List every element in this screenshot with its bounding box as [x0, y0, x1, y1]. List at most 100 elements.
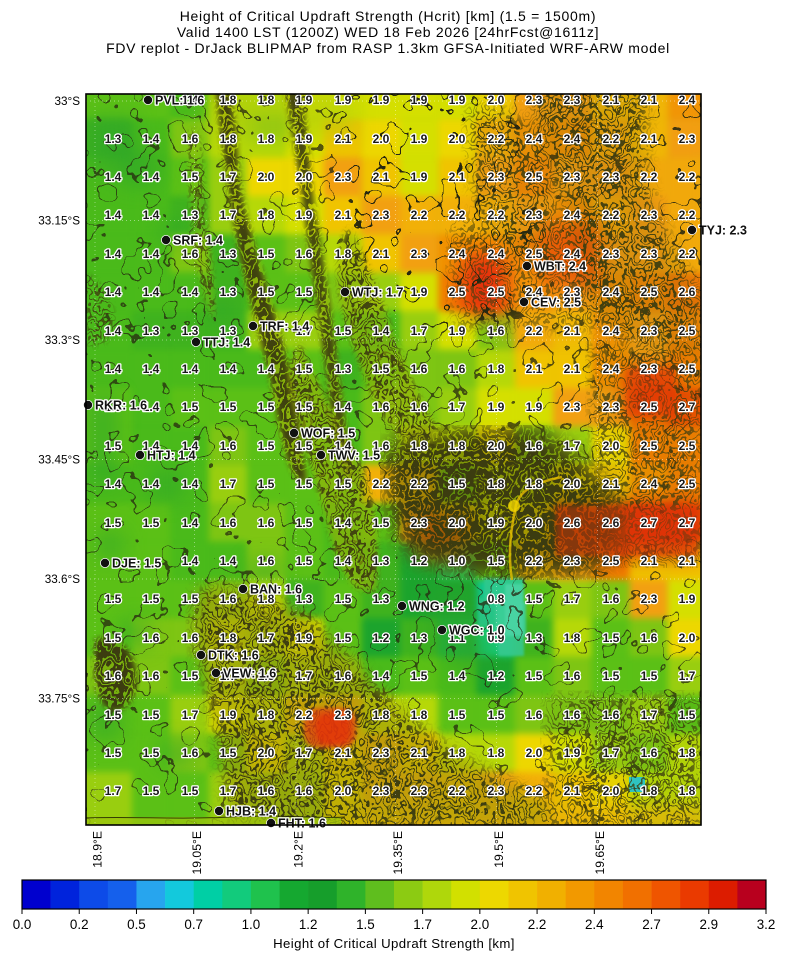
svg-text:1.4: 1.4 — [143, 362, 160, 376]
svg-text:1.5: 1.5 — [526, 592, 543, 606]
svg-text:2.0: 2.0 — [258, 746, 275, 760]
svg-text:1.8: 1.8 — [220, 631, 237, 645]
svg-text:1.3: 1.3 — [335, 362, 352, 376]
svg-text:1.5: 1.5 — [526, 669, 543, 683]
svg-text:2.0: 2.0 — [258, 170, 275, 184]
svg-text:1.7: 1.7 — [296, 669, 313, 683]
svg-text:1.3: 1.3 — [182, 208, 199, 222]
svg-text:1.7: 1.7 — [641, 708, 658, 722]
svg-text:TWV: 1.5: TWV: 1.5 — [328, 449, 380, 463]
svg-text:1.6: 1.6 — [258, 784, 275, 798]
svg-text:1.4: 1.4 — [335, 400, 352, 414]
svg-text:1.3: 1.3 — [220, 247, 237, 261]
svg-text:1.4: 1.4 — [105, 247, 122, 261]
svg-text:2.4: 2.4 — [641, 477, 658, 491]
svg-text:PVL: 1.6: PVL: 1.6 — [155, 94, 204, 108]
svg-text:1.5: 1.5 — [335, 592, 352, 606]
svg-text:2.0: 2.0 — [603, 439, 620, 453]
svg-text:1.3: 1.3 — [411, 631, 428, 645]
svg-text:2.5: 2.5 — [526, 247, 543, 261]
svg-text:VEW: 1.6: VEW: 1.6 — [223, 667, 276, 681]
svg-text:1.5: 1.5 — [182, 592, 199, 606]
svg-text:1.6: 1.6 — [488, 324, 505, 338]
svg-text:1.8: 1.8 — [564, 631, 581, 645]
svg-text:1.6: 1.6 — [564, 708, 581, 722]
svg-text:2.5: 2.5 — [641, 285, 658, 299]
svg-text:1.5: 1.5 — [258, 477, 275, 491]
svg-text:19.35°E: 19.35°E — [391, 831, 405, 875]
svg-text:1.5: 1.5 — [258, 247, 275, 261]
svg-text:1.5: 1.5 — [258, 400, 275, 414]
svg-text:1.8: 1.8 — [449, 746, 466, 760]
svg-text:2.3: 2.3 — [603, 400, 620, 414]
svg-text:2.2: 2.2 — [603, 208, 620, 222]
svg-text:FHT: 1.6: FHT: 1.6 — [278, 817, 326, 831]
svg-text:1.4: 1.4 — [182, 516, 199, 530]
svg-text:1.8: 1.8 — [411, 439, 428, 453]
svg-text:2.1: 2.1 — [373, 170, 390, 184]
svg-text:1.4: 1.4 — [143, 170, 160, 184]
svg-text:1.5: 1.5 — [603, 669, 620, 683]
svg-text:33.15°S: 33.15°S — [38, 215, 80, 228]
svg-text:1.3: 1.3 — [526, 631, 543, 645]
svg-text:Valid 1400 LST (1200Z) WED 18: Valid 1400 LST (1200Z) WED 18 Feb 2026 [… — [177, 24, 599, 40]
svg-text:1.5: 1.5 — [143, 516, 160, 530]
svg-text:2.3: 2.3 — [488, 784, 505, 798]
svg-text:2.3: 2.3 — [411, 784, 428, 798]
svg-text:2.2: 2.2 — [526, 324, 543, 338]
svg-text:1.8: 1.8 — [411, 708, 428, 722]
svg-text:1.3: 1.3 — [143, 324, 160, 338]
svg-text:2.5: 2.5 — [449, 285, 466, 299]
svg-text:1.9: 1.9 — [564, 746, 581, 760]
svg-text:1.5: 1.5 — [296, 362, 313, 376]
svg-text:2.6: 2.6 — [564, 516, 581, 530]
svg-text:1.5: 1.5 — [296, 516, 313, 530]
svg-text:2.1: 2.1 — [679, 554, 696, 568]
svg-text:1.5: 1.5 — [258, 285, 275, 299]
svg-text:1.7: 1.7 — [449, 400, 466, 414]
svg-text:WNG: 1.2: WNG: 1.2 — [409, 600, 465, 614]
svg-text:1.7: 1.7 — [603, 746, 620, 760]
svg-text:1.8: 1.8 — [258, 208, 275, 222]
svg-text:1.3: 1.3 — [220, 324, 237, 338]
svg-text:2.3: 2.3 — [641, 592, 658, 606]
svg-text:TTJ: 1.4: TTJ: 1.4 — [203, 336, 250, 350]
svg-text:1.2: 1.2 — [299, 917, 318, 932]
svg-text:1.6: 1.6 — [258, 554, 275, 568]
svg-text:2.1: 2.1 — [411, 746, 428, 760]
svg-text:2.3: 2.3 — [564, 170, 581, 184]
svg-text:1.4: 1.4 — [449, 669, 466, 683]
svg-text:1.6: 1.6 — [296, 784, 313, 798]
svg-text:2.1: 2.1 — [603, 477, 620, 491]
svg-text:WBT: 2.4: WBT: 2.4 — [534, 260, 586, 274]
svg-text:2.0: 2.0 — [373, 132, 390, 146]
svg-text:1.6: 1.6 — [143, 669, 160, 683]
svg-text:2.7: 2.7 — [679, 400, 696, 414]
svg-text:1.3: 1.3 — [220, 285, 237, 299]
svg-text:1.9: 1.9 — [449, 93, 466, 107]
svg-text:2.4: 2.4 — [488, 247, 505, 261]
svg-text:2.0: 2.0 — [526, 746, 543, 760]
svg-text:2.0: 2.0 — [449, 132, 466, 146]
svg-text:2.3: 2.3 — [641, 247, 658, 261]
svg-text:1.4: 1.4 — [335, 516, 352, 530]
svg-text:1.9: 1.9 — [411, 285, 428, 299]
svg-text:2.4: 2.4 — [564, 208, 581, 222]
svg-text:2.1: 2.1 — [564, 362, 581, 376]
svg-text:2.0: 2.0 — [471, 917, 490, 932]
svg-text:WOF: 1.5: WOF: 1.5 — [301, 427, 355, 441]
svg-text:2.1: 2.1 — [335, 208, 352, 222]
svg-text:2.3: 2.3 — [641, 324, 658, 338]
svg-text:2.2: 2.2 — [411, 477, 428, 491]
svg-text:1.7: 1.7 — [105, 784, 122, 798]
svg-text:1.5: 1.5 — [258, 439, 275, 453]
svg-text:1.5: 1.5 — [182, 669, 199, 683]
svg-text:1.5: 1.5 — [105, 439, 122, 453]
svg-text:1.5: 1.5 — [603, 631, 620, 645]
svg-text:1.7: 1.7 — [220, 208, 237, 222]
svg-text:1.4: 1.4 — [143, 208, 160, 222]
svg-text:1.4: 1.4 — [258, 362, 275, 376]
svg-text:33.75°S: 33.75°S — [38, 693, 80, 706]
svg-text:1.5: 1.5 — [488, 708, 505, 722]
svg-text:DTK: 1.6: DTK: 1.6 — [208, 649, 259, 663]
